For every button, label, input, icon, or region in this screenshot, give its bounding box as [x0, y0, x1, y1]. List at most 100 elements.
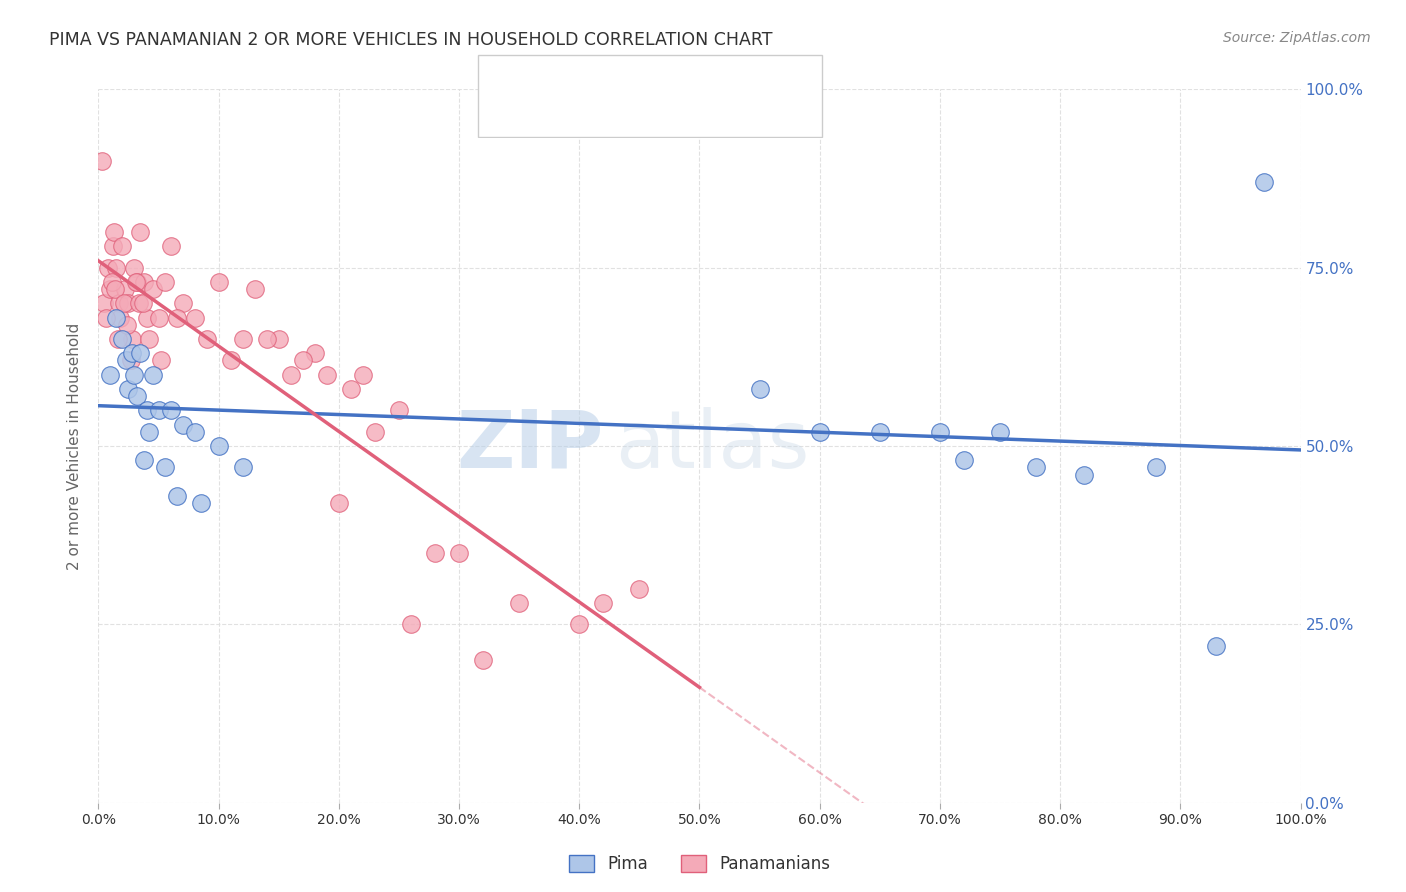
- Point: [124, 260, 146, 275]
- Point: [388, 403, 411, 417]
- Point: [93, 296, 115, 310]
- FancyBboxPatch shape: [485, 101, 531, 131]
- Text: atlas: atlas: [616, 407, 810, 485]
- Point: [988, 425, 1011, 439]
- Point: [172, 296, 194, 310]
- Point: [138, 425, 160, 439]
- Point: [148, 310, 170, 325]
- Point: [869, 425, 891, 439]
- Point: [105, 310, 128, 325]
- Point: [114, 282, 136, 296]
- Point: [304, 346, 326, 360]
- Point: [105, 260, 128, 275]
- Point: [447, 546, 470, 560]
- Point: [153, 460, 176, 475]
- Point: [808, 425, 831, 439]
- Point: [159, 239, 181, 253]
- Point: [135, 403, 157, 417]
- Legend: Pima, Panamanians: Pima, Panamanians: [562, 848, 837, 880]
- Point: [111, 239, 134, 253]
- Point: [117, 382, 139, 396]
- Point: [153, 275, 176, 289]
- Point: [340, 382, 363, 396]
- Point: [1025, 460, 1047, 475]
- Point: [149, 353, 172, 368]
- Point: [124, 368, 146, 382]
- Text: ZIP: ZIP: [456, 407, 603, 485]
- Point: [190, 496, 212, 510]
- Point: [125, 275, 148, 289]
- Point: [125, 275, 148, 289]
- Point: [592, 596, 614, 610]
- Point: [148, 403, 170, 417]
- Point: [117, 318, 139, 332]
- Point: [94, 310, 117, 325]
- Point: [1205, 639, 1227, 653]
- Point: [183, 425, 205, 439]
- Text: PIMA VS PANAMANIAN 2 OR MORE VEHICLES IN HOUSEHOLD CORRELATION CHART: PIMA VS PANAMANIAN 2 OR MORE VEHICLES IN…: [49, 31, 773, 49]
- Point: [1144, 460, 1167, 475]
- Point: [108, 296, 131, 310]
- Point: [280, 368, 302, 382]
- Point: [232, 332, 254, 346]
- FancyBboxPatch shape: [478, 55, 823, 136]
- Point: [256, 332, 278, 346]
- Point: [104, 282, 127, 296]
- Point: [183, 310, 205, 325]
- Point: [135, 310, 157, 325]
- Point: [117, 296, 139, 310]
- Point: [101, 239, 124, 253]
- Point: [508, 596, 530, 610]
- Point: [91, 153, 114, 168]
- Point: [399, 617, 422, 632]
- Point: [628, 582, 651, 596]
- Point: [100, 275, 122, 289]
- Point: [172, 417, 194, 432]
- Point: [138, 332, 160, 346]
- Point: [472, 653, 495, 667]
- Text: R =  -0.281   N = 33: R = -0.281 N = 33: [547, 68, 714, 86]
- Point: [120, 353, 142, 368]
- Point: [107, 332, 129, 346]
- Point: [423, 546, 446, 560]
- Point: [128, 296, 150, 310]
- Point: [125, 389, 148, 403]
- Point: [115, 353, 138, 368]
- Point: [953, 453, 976, 467]
- Point: [108, 310, 131, 325]
- Point: [928, 425, 950, 439]
- Point: [219, 353, 242, 368]
- Point: [129, 346, 152, 360]
- Point: [121, 332, 143, 346]
- Point: [748, 382, 770, 396]
- Point: [267, 332, 290, 346]
- Point: [243, 282, 266, 296]
- Point: [315, 368, 337, 382]
- Point: [232, 460, 254, 475]
- Point: [100, 282, 122, 296]
- Point: [100, 368, 122, 382]
- Point: [132, 296, 155, 310]
- Point: [291, 353, 314, 368]
- Point: [141, 368, 163, 382]
- Point: [352, 368, 374, 382]
- Point: [568, 617, 591, 632]
- Point: [1073, 467, 1095, 482]
- Point: [195, 332, 218, 346]
- Point: [328, 496, 350, 510]
- Point: [112, 296, 135, 310]
- Point: [111, 332, 134, 346]
- Y-axis label: 2 or more Vehicles in Household: 2 or more Vehicles in Household: [67, 322, 83, 570]
- Point: [141, 282, 163, 296]
- Point: [166, 489, 188, 503]
- Point: [121, 346, 143, 360]
- Point: [97, 260, 120, 275]
- Point: [132, 275, 155, 289]
- FancyBboxPatch shape: [485, 62, 531, 92]
- Point: [166, 310, 188, 325]
- Point: [1253, 175, 1275, 189]
- Point: [159, 403, 181, 417]
- Point: [208, 275, 231, 289]
- Text: R =  -0.346   N = 61: R = -0.346 N = 61: [547, 107, 714, 125]
- Point: [364, 425, 387, 439]
